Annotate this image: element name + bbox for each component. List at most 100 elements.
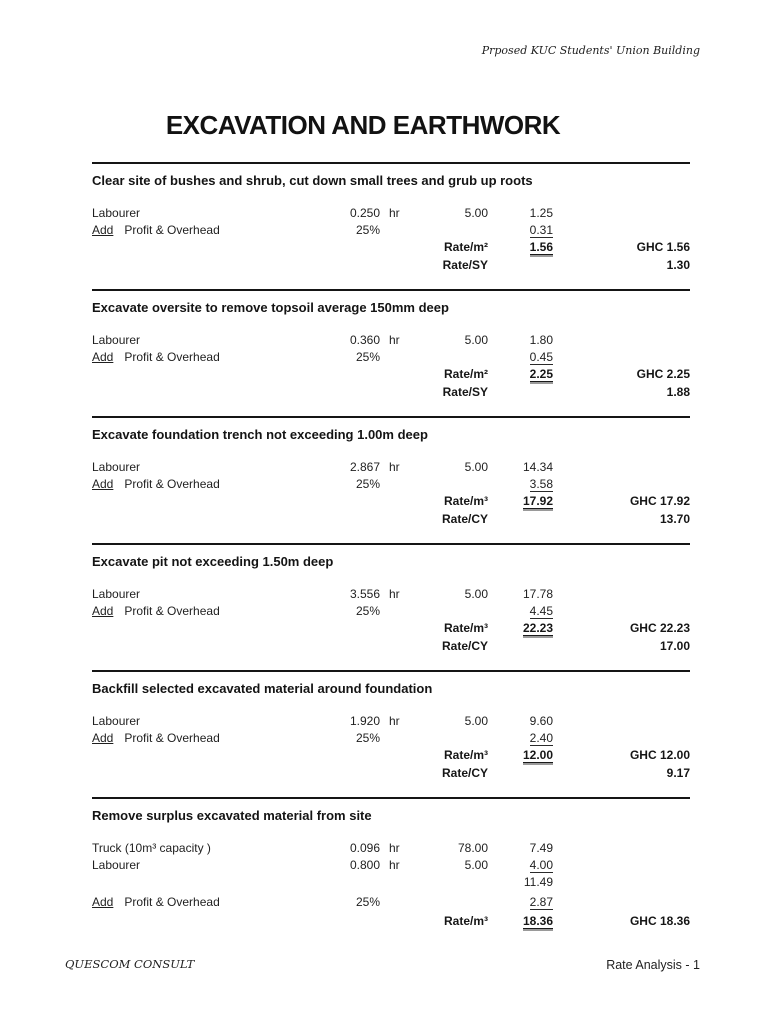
rate-row-secondary: Rate/SY 1.30 bbox=[92, 257, 690, 274]
section-heading: Remove surplus excavated material from s… bbox=[92, 808, 372, 823]
item-amount: 1.80 bbox=[529, 333, 553, 347]
add-overhead-row: Add Profit & Overhead 25% 2.87 bbox=[92, 894, 690, 911]
item-quantity: 3.556 bbox=[349, 587, 380, 601]
item-description: Labourer bbox=[92, 587, 141, 601]
rate-row-secondary: Rate/CY 13.70 bbox=[92, 511, 690, 528]
item-rate: 5.00 bbox=[464, 333, 488, 347]
rate-row-secondary: Rate/SY 1.88 bbox=[92, 384, 690, 401]
ghc-rate: GHC 18.36 bbox=[629, 914, 690, 928]
item-quantity: 0.800 bbox=[349, 858, 380, 872]
item-rate: 78.00 bbox=[457, 841, 488, 855]
overhead-amount: 0.31 bbox=[529, 223, 553, 238]
rate-value: 18.36 bbox=[522, 914, 553, 929]
item-amount: 7.49 bbox=[529, 841, 553, 855]
line-item-row: Labourer 0.360 hr 5.00 1.80 bbox=[92, 332, 690, 349]
item-quantity: 0.360 bbox=[349, 333, 380, 347]
add-overhead-label: Add Profit & Overhead bbox=[92, 222, 300, 239]
overhead-percent: 25% bbox=[355, 895, 380, 909]
line-item-row: Labourer 2.867 hr 5.00 14.34 bbox=[92, 459, 690, 476]
project-name: Prposed KUC Students' Union Building bbox=[481, 44, 700, 57]
overhead-label: Profit & Overhead bbox=[124, 477, 220, 491]
section-heading: Excavate pit not exceeding 1.50m deep bbox=[92, 554, 334, 569]
overhead-percent: 25% bbox=[355, 477, 380, 491]
ghc-rate: GHC 17.92 bbox=[629, 494, 690, 508]
item-quantity: 0.250 bbox=[349, 206, 380, 220]
rate-unit-label-2: Rate/SY bbox=[442, 385, 488, 399]
item-description: Labourer bbox=[92, 333, 141, 347]
item-amount: 9.60 bbox=[529, 714, 553, 728]
rate-unit-label-2: Rate/SY bbox=[442, 258, 488, 272]
rate-unit-label: Rate/m³ bbox=[443, 621, 488, 635]
section-backfill: Backfill selected excavated material aro… bbox=[92, 670, 690, 797]
item-description: Truck (10m³ capacity ) bbox=[92, 841, 211, 855]
subtotal-amount: 11.49 bbox=[523, 875, 553, 889]
overhead-percent: 25% bbox=[355, 223, 380, 237]
rate-value: 2.25 bbox=[529, 367, 553, 382]
item-rate: 5.00 bbox=[464, 460, 488, 474]
item-unit: hr bbox=[389, 206, 400, 220]
add-word: Add bbox=[92, 604, 114, 618]
rate-row: Rate/m³ 18.36 GHC 18.36 bbox=[92, 913, 690, 931]
add-word: Add bbox=[92, 477, 114, 491]
section-heading: Clear site of bushes and shrub, cut down… bbox=[92, 173, 533, 188]
line-item-row: Labourer 0.250 hr 5.00 1.25 bbox=[92, 205, 690, 222]
rate-row: Rate/m³ 17.92 GHC 17.92 bbox=[92, 493, 690, 511]
rate-row: Rate/m³ 22.23 GHC 22.23 bbox=[92, 620, 690, 638]
item-unit: hr bbox=[389, 858, 400, 872]
ghc-rate: GHC 2.25 bbox=[636, 367, 690, 381]
overhead-amount: 0.45 bbox=[529, 350, 553, 365]
document-title: EXCAVATION AND EARTHWORK bbox=[165, 110, 561, 140]
overhead-label: Profit & Overhead bbox=[124, 223, 220, 237]
item-quantity: 2.867 bbox=[349, 460, 380, 474]
add-overhead-label: Add Profit & Overhead bbox=[92, 476, 300, 493]
item-rate: 5.00 bbox=[464, 206, 488, 220]
rate-converted-value: 1.30 bbox=[666, 258, 690, 272]
item-unit: hr bbox=[389, 333, 400, 347]
item-quantity: 1.920 bbox=[349, 714, 380, 728]
line-item-row: Truck (10m³ capacity ) 0.096 hr 78.00 7.… bbox=[92, 840, 690, 857]
overhead-amount: 2.40 bbox=[529, 731, 553, 746]
rate-value: 1.56 bbox=[529, 240, 553, 255]
rate-value: 22.23 bbox=[522, 621, 553, 636]
item-quantity: 0.096 bbox=[349, 841, 380, 855]
overhead-percent: 25% bbox=[355, 604, 380, 618]
rate-converted-value: 17.00 bbox=[659, 639, 690, 653]
section-remove-surplus: Remove surplus excavated material from s… bbox=[92, 797, 690, 946]
overhead-percent: 25% bbox=[355, 350, 380, 364]
rate-unit-label: Rate/m² bbox=[443, 367, 488, 381]
section-rows: Labourer 3.556 hr 5.00 17.78 Add Profit &… bbox=[92, 586, 690, 655]
subtotal-row: 11.49 bbox=[92, 874, 690, 891]
add-overhead-label: Add Profit & Overhead bbox=[92, 730, 300, 747]
section-rows: Labourer 0.250 hr 5.00 1.25 Add Profit & … bbox=[92, 205, 690, 274]
item-unit: hr bbox=[389, 587, 400, 601]
overhead-label: Profit & Overhead bbox=[124, 604, 220, 618]
rate-unit-label: Rate/m³ bbox=[443, 914, 488, 928]
section-excavate-oversite: Excavate oversite to remove topsoil aver… bbox=[92, 289, 690, 416]
section-rows: Truck (10m³ capacity ) 0.096 hr 78.00 7.… bbox=[92, 840, 690, 931]
rate-unit-label: Rate/m³ bbox=[443, 494, 488, 508]
ghc-rate: GHC 1.56 bbox=[636, 240, 690, 254]
add-overhead-row: Add Profit & Overhead 25% 3.58 bbox=[92, 476, 690, 493]
add-overhead-row: Add Profit & Overhead 25% 0.31 bbox=[92, 222, 690, 239]
section-rows: Labourer 2.867 hr 5.00 14.34 Add Profit &… bbox=[92, 459, 690, 528]
overhead-label: Profit & Overhead bbox=[124, 895, 220, 909]
rate-row: Rate/m² 1.56 GHC 1.56 bbox=[92, 239, 690, 257]
consultant-name: QUESCOM CONSULT bbox=[65, 957, 195, 971]
add-overhead-label: Add Profit & Overhead bbox=[92, 894, 300, 911]
add-overhead-label: Add Profit & Overhead bbox=[92, 349, 300, 366]
add-overhead-label: Add Profit & Overhead bbox=[92, 603, 300, 620]
item-rate: 5.00 bbox=[464, 714, 488, 728]
item-unit: hr bbox=[389, 714, 400, 728]
item-amount: 4.00 bbox=[529, 858, 553, 873]
rate-value: 17.92 bbox=[522, 494, 553, 509]
section-clear-site: Clear site of bushes and shrub, cut down… bbox=[92, 162, 690, 289]
rate-converted-value: 1.88 bbox=[666, 385, 690, 399]
section-excavate-pit: Excavate pit not exceeding 1.50m deep La… bbox=[92, 543, 690, 670]
overhead-amount: 3.58 bbox=[529, 477, 553, 492]
add-word: Add bbox=[92, 350, 114, 364]
rate-unit-label-2: Rate/CY bbox=[441, 639, 488, 653]
section-rows: Labourer 1.920 hr 5.00 9.60 Add Profit & … bbox=[92, 713, 690, 782]
overhead-label: Profit & Overhead bbox=[124, 731, 220, 745]
item-description: Labourer bbox=[92, 858, 141, 872]
add-word: Add bbox=[92, 895, 114, 909]
